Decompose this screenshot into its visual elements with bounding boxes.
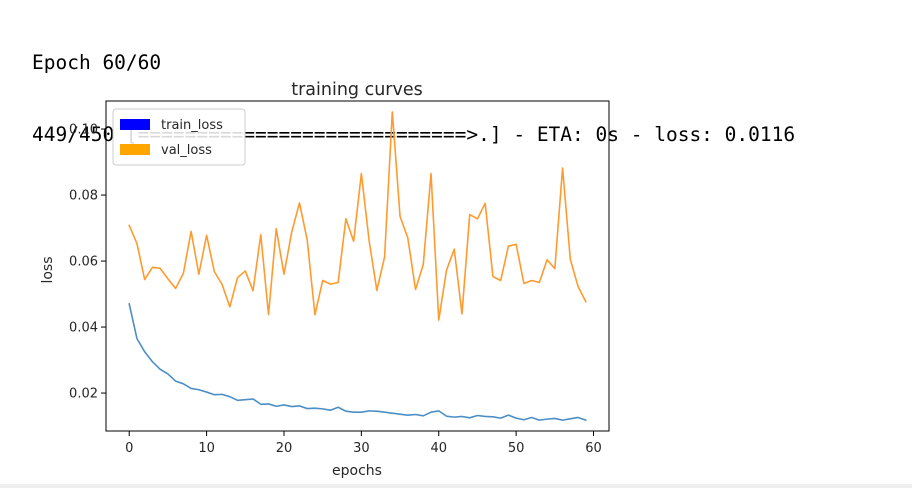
legend-swatch-val-loss — [120, 144, 150, 155]
axes-frame — [105, 100, 610, 432]
x-tick-label: 20 — [276, 441, 293, 456]
x-tick-label: 50 — [508, 441, 525, 456]
series-line-val-loss — [128, 111, 587, 321]
bottom-scrollbar — [0, 484, 912, 488]
y-tick-label: 0.08 — [69, 189, 98, 204]
x-tick-label: 10 — [198, 441, 215, 456]
y-tick-label: 0.06 — [69, 255, 98, 270]
y-tick-label: 0.02 — [69, 387, 98, 402]
series-line-train-loss — [128, 302, 587, 422]
y-axis-label: loss — [40, 256, 56, 283]
epoch-line: Epoch 60/60 — [32, 51, 162, 74]
x-tick-label: 30 — [353, 441, 370, 456]
x-tick-label: 40 — [430, 441, 447, 456]
x-tick-label: 60 — [585, 441, 602, 456]
y-tick-label: 0.04 — [69, 321, 98, 336]
x-axis-label: epochs — [332, 463, 382, 479]
chart-title: training curves — [291, 80, 423, 100]
legend-label-train-loss: train_loss — [161, 118, 223, 133]
y-tick-label: 0.10 — [69, 123, 98, 138]
plot-area: 0 10 20 30 40 50 60 0.02 0.04 0.06 0.08 0.10 train_l… — [69, 100, 610, 456]
legend-swatch-train-loss — [120, 119, 150, 130]
legend-label-val-loss: val_loss — [161, 143, 212, 158]
x-tick-label: 0 — [125, 441, 133, 456]
